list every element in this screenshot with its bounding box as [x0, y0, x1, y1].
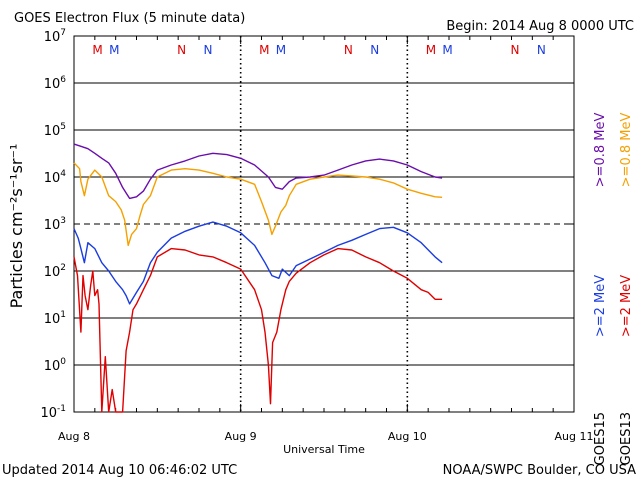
y-tick-label: 103: [44, 216, 66, 233]
marker-label: M: [276, 43, 286, 57]
x-axis-label: Universal Time: [283, 443, 365, 456]
y-tick-base: 10: [44, 124, 61, 139]
y-tick-label: 101: [44, 310, 66, 327]
legend-satellite-label: GOES13: [619, 412, 634, 465]
y-tick-label: 107: [44, 28, 66, 45]
marker-label: N: [177, 43, 186, 57]
marker-label: M: [442, 43, 452, 57]
series-line: [73, 221, 443, 305]
x-tick-labels: Aug 8 Aug 9 Aug 10 Aug 11: [58, 430, 593, 443]
footer-credit: NOAA/SWPC Boulder, CO USA: [443, 463, 636, 478]
legend-energy-label: >=0.8 MeV: [593, 113, 608, 188]
footer-updated: Updated 2014 Aug 10 06:46:02 UTC: [2, 463, 237, 478]
y-tick-exponent: -1: [57, 404, 66, 414]
x-tick-label: Aug 11: [555, 430, 594, 443]
x-tick-label: Aug 8: [58, 430, 90, 443]
y-tick-exponent: 5: [60, 122, 66, 132]
y-tick-label: 104: [44, 169, 67, 186]
legend: GOES13 GOES15 >=0.8 MeV >=0.8 MeV >=2 MeV >=2…: [593, 113, 634, 466]
y-tick-base: 10: [44, 312, 61, 327]
y-tick-base: 10: [44, 77, 61, 92]
y-tick-label: 102: [44, 263, 66, 280]
chart-title: GOES Electron Flux (5 minute data): [14, 11, 245, 26]
y-tick-exponent: 7: [60, 28, 66, 38]
legend-energy-label: >=2 MeV: [619, 275, 634, 337]
marker-label: M: [92, 43, 102, 57]
y-tick-exponent: 3: [60, 216, 66, 226]
y-tick-label: 105: [44, 122, 66, 139]
marker-label: M: [426, 43, 436, 57]
marker-label: N: [370, 43, 379, 57]
y-tick-base: 10: [44, 218, 61, 233]
marker-label: N: [537, 43, 546, 57]
y-tick-base: 10: [44, 265, 61, 280]
begin-label: Begin: 2014 Aug 8 0000 UTC: [446, 19, 634, 34]
y-tick-label: 100: [44, 357, 67, 374]
y-tick-base: 10: [44, 171, 61, 186]
marker-label: N: [204, 43, 213, 57]
series-line: [73, 247, 443, 413]
y-tick-exponent: 0: [60, 357, 66, 367]
x-tick-label: Aug 9: [225, 430, 257, 443]
y-tick-base: 10: [44, 30, 61, 45]
data-lines: [73, 143, 443, 413]
y-tick-exponent: 2: [60, 263, 66, 273]
marker-label: M: [109, 43, 119, 57]
grid-lines: [73, 35, 575, 413]
marker-label: N: [510, 43, 519, 57]
y-tick-label: 106: [44, 75, 67, 92]
y-tick-exponent: 4: [60, 169, 66, 179]
series-line: [73, 143, 443, 200]
y-tick-base: 10: [44, 359, 61, 374]
marker-label: N: [344, 43, 353, 57]
y-tick-base: 10: [40, 406, 57, 421]
y-tick-label: 10-1: [40, 404, 66, 421]
legend-energy-label: >=2 MeV: [593, 275, 608, 337]
x-tick-label: Aug 10: [388, 430, 427, 443]
y-axis-label: Particles cm⁻²s⁻¹sr⁻¹: [7, 144, 26, 309]
y-tick-exponent: 1: [60, 310, 66, 320]
marker-label: M: [259, 43, 269, 57]
y-tick-exponent: 6: [60, 75, 66, 85]
legend-energy-label: >=0.8 MeV: [619, 113, 634, 188]
series-line: [73, 162, 443, 247]
legend-satellite-label: GOES15: [593, 412, 608, 465]
